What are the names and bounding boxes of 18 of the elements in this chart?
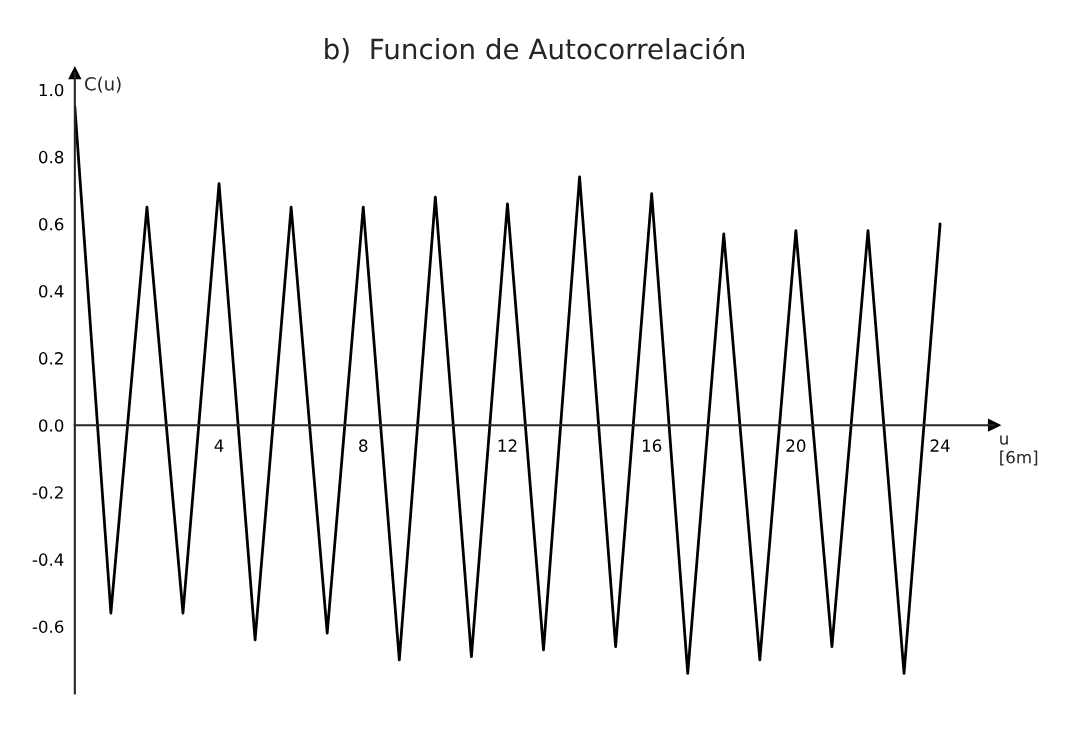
y-tick-label: 0.8 [39,150,64,164]
x-tick-label: 16 [642,439,662,452]
y-tick-label: 0.2 [39,352,63,365]
x-tick-label: 4 [214,439,224,452]
x-tick-label: 24 [930,439,950,452]
x-tick-label: 12 [498,439,517,452]
y-tick-label: -0.4 [32,553,64,566]
y-tick-label: 1.0 [39,83,64,97]
x-tick-label: 8 [359,439,368,452]
y-tick-label: 0.4 [39,284,64,298]
y-axis-title: C(u) [85,76,121,93]
x-tick-label: 20 [786,439,806,452]
y-tick-label: -0.2 [32,486,63,499]
chart-title: b) Funcion de Autocorrelación [325,36,744,63]
y-tick-label: 0.6 [39,217,64,231]
x-axis-title: u [6m] [1000,435,1038,466]
y-tick-label: 0.0 [39,419,64,432]
y-tick-label: -0.6 [32,620,64,633]
